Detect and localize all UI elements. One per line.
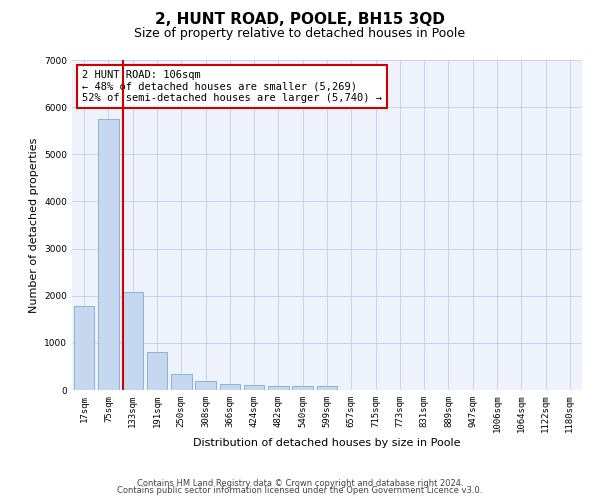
Text: Contains public sector information licensed under the Open Government Licence v3: Contains public sector information licen…	[118, 486, 482, 495]
Bar	[74, 306, 94, 390]
Bar	[146, 352, 167, 390]
Text: Contains HM Land Registry data © Crown copyright and database right 2024.: Contains HM Land Registry data © Crown c…	[137, 478, 463, 488]
Text: 2 HUNT ROAD: 106sqm
← 48% of detached houses are smaller (5,269)
52% of semi-det: 2 HUNT ROAD: 106sqm ← 48% of detached ho…	[82, 70, 382, 103]
Y-axis label: Number of detached properties: Number of detached properties	[29, 138, 38, 312]
Bar	[171, 374, 191, 390]
Bar	[317, 386, 337, 390]
Text: Size of property relative to detached houses in Poole: Size of property relative to detached ho…	[134, 28, 466, 40]
Bar	[220, 384, 240, 390]
Bar	[292, 386, 313, 390]
Bar	[244, 385, 265, 390]
Bar	[98, 120, 119, 390]
Bar	[268, 386, 289, 390]
X-axis label: Distribution of detached houses by size in Poole: Distribution of detached houses by size …	[193, 438, 461, 448]
Bar	[195, 380, 216, 390]
Bar	[122, 292, 143, 390]
Text: 2, HUNT ROAD, POOLE, BH15 3QD: 2, HUNT ROAD, POOLE, BH15 3QD	[155, 12, 445, 28]
